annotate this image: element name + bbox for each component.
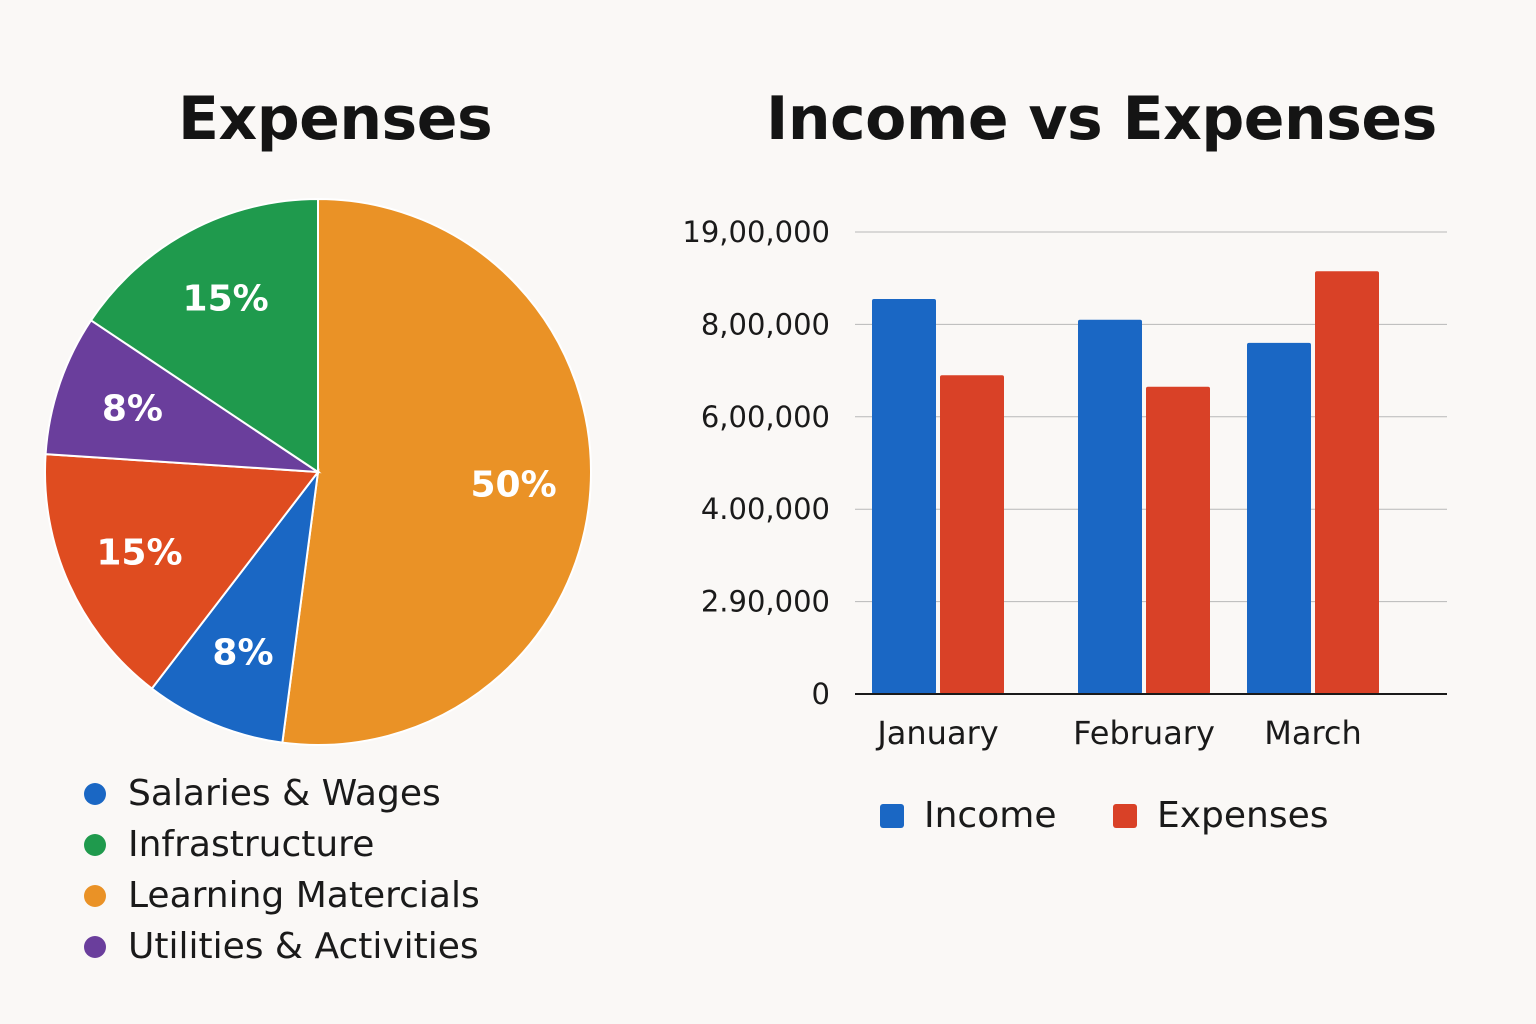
pie-legend-label: Learning Matercials — [128, 875, 480, 916]
bar-income-january — [872, 298, 936, 694]
pie-slice-4 — [89, 197, 319, 474]
y-tick-label: 6,00,000 — [701, 400, 830, 434]
pie-legend-item: Salaries & Wages — [84, 773, 441, 814]
pie-legend-label: Salaries & Wages — [128, 773, 441, 814]
bar-income-march — [1247, 342, 1311, 694]
pie-slice-label-2: 15% — [96, 532, 182, 573]
bar-expenses-march — [1315, 271, 1379, 694]
legend-swatch — [1113, 803, 1137, 828]
y-tick-label: 4.00,000 — [701, 492, 830, 526]
pie-chart-title: Expenses — [178, 84, 493, 154]
x-category-label: January — [875, 714, 998, 752]
bar-expenses-january — [940, 375, 1004, 694]
legend-swatch — [84, 782, 106, 805]
x-category-label: March — [1264, 714, 1362, 752]
pie-chart: 50% 8% 15% 8% 15% — [44, 197, 592, 746]
pie-legend-item: Learning Matercials — [84, 875, 480, 916]
legend-swatch — [84, 935, 106, 958]
bar-legend-label: Expenses — [1157, 795, 1329, 836]
y-tick-label: 8,00,000 — [701, 307, 830, 341]
pie-legend-item: Utilities & Activities — [84, 926, 479, 967]
bar-income-february — [1078, 319, 1142, 694]
pie-legend-label: Infrastructure — [128, 824, 375, 865]
pie-slice-label-3: 8% — [102, 388, 163, 429]
pie-slice-1 — [150, 468, 320, 744]
legend-swatch — [880, 803, 904, 828]
pie-slice-0 — [281, 197, 592, 746]
pie-slice-label-1: 8% — [212, 633, 273, 674]
y-tick-label: 2.90,000 — [701, 585, 830, 619]
pie-slice-label-4: 15% — [183, 279, 269, 320]
pie-slice-label-0: 50% — [470, 464, 556, 505]
bar-chart-title: Income vs Expenses — [766, 84, 1437, 154]
x-category-label: February — [1073, 714, 1215, 752]
legend-swatch — [84, 833, 106, 856]
legend-swatch — [84, 884, 106, 907]
bar-expenses-february — [1146, 386, 1210, 694]
pie-slice-2 — [44, 453, 320, 690]
bar-legend-item: Income — [880, 795, 1056, 836]
bar-chart: 0 2.90,000 4.00,000 6,00,000 8,00,000 19,00,0… — [682, 215, 1447, 752]
bar-legend-label: Income — [924, 795, 1057, 836]
y-tick-label: 19,00,000 — [682, 215, 830, 249]
pie-legend-item: Infrastructure — [84, 824, 374, 865]
pie-legend-label: Utilities & Activities — [128, 926, 479, 967]
pie-slice-3 — [44, 318, 322, 474]
y-tick-label: 0 — [812, 677, 830, 711]
bar-legend-item: Expenses — [1113, 795, 1329, 836]
